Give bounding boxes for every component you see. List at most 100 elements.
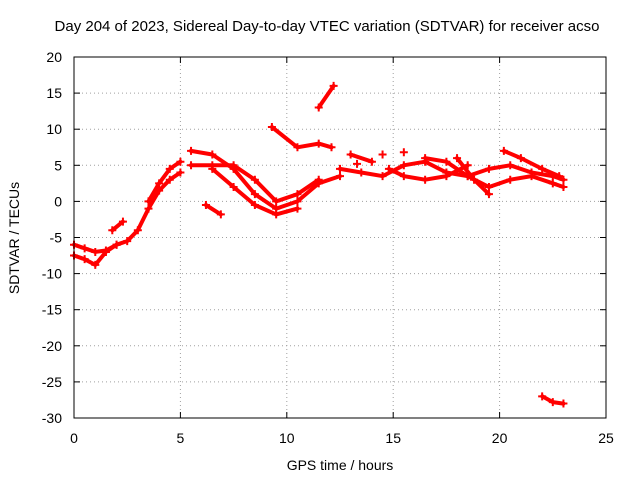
data-point <box>133 226 142 235</box>
series-mid-5 <box>314 81 338 112</box>
data-point <box>384 164 393 173</box>
data-point <box>378 150 387 159</box>
data-point <box>357 168 366 177</box>
data-point <box>506 161 515 170</box>
series-mid-4 <box>267 123 336 152</box>
y-tick-label: -20 <box>42 338 62 354</box>
series-early-3 <box>144 157 185 206</box>
x-tick-label: 5 <box>177 430 185 446</box>
series-mid-3 <box>208 164 302 219</box>
series-short-2 <box>201 201 225 219</box>
data-point <box>538 164 547 173</box>
data-point <box>442 157 451 166</box>
data-point <box>187 161 196 170</box>
data-point <box>293 190 302 199</box>
data-point <box>176 157 185 166</box>
y-tick-label: -10 <box>42 266 62 282</box>
data-point <box>516 154 525 163</box>
data-point <box>442 172 451 181</box>
data-point <box>144 204 153 213</box>
data-point <box>559 182 568 191</box>
series-late-2 <box>346 150 376 166</box>
data-point <box>470 175 479 184</box>
grid <box>74 57 606 418</box>
data-point <box>329 81 338 90</box>
data-point <box>353 159 362 168</box>
data-point <box>559 175 568 184</box>
data-point <box>112 240 121 249</box>
series-late-5 <box>453 154 493 199</box>
data-point <box>421 154 430 163</box>
y-tick-label: -15 <box>42 302 62 318</box>
data-point <box>548 179 557 188</box>
y-axis-label: SDTVAR / TECUs <box>6 182 22 294</box>
data-point <box>399 148 408 157</box>
isolated-points <box>353 148 408 168</box>
data-point <box>293 204 302 213</box>
series-trace <box>269 125 334 150</box>
series-outlier-low <box>538 392 568 408</box>
x-tick-label: 25 <box>598 430 614 446</box>
data-point <box>346 150 355 159</box>
series-trace <box>146 159 183 204</box>
series-early-2 <box>70 240 121 256</box>
data-point <box>250 175 259 184</box>
data-point <box>399 172 408 181</box>
data-point <box>555 172 564 181</box>
data-point <box>187 146 196 155</box>
data-point <box>293 143 302 152</box>
data-point <box>293 197 302 206</box>
data-point <box>108 226 117 235</box>
data-point <box>421 175 430 184</box>
y-tick-label: -25 <box>42 374 62 390</box>
data-point <box>165 164 174 173</box>
data-point <box>216 210 225 219</box>
x-tick-label: 0 <box>70 430 78 446</box>
data-point <box>327 143 336 152</box>
y-tick-label: 0 <box>54 193 62 209</box>
data-point <box>314 139 323 148</box>
data-point <box>559 399 568 408</box>
data-point <box>336 164 344 173</box>
data-point <box>506 175 515 184</box>
series-late-1 <box>336 157 568 184</box>
data-point <box>155 179 164 188</box>
data-point <box>91 260 100 269</box>
data-point <box>314 103 323 112</box>
y-tick-label: 5 <box>54 157 62 173</box>
series-trace <box>501 148 562 179</box>
data-points <box>70 81 568 408</box>
data-point <box>399 161 408 170</box>
data-point <box>208 164 217 173</box>
y-tick-label: 15 <box>46 85 62 101</box>
y-tick-label: -30 <box>42 410 62 426</box>
x-tick-label: 15 <box>385 430 401 446</box>
series-trace <box>203 203 223 217</box>
data-point <box>336 172 344 181</box>
series-trace <box>348 152 374 164</box>
series-early-1 <box>70 168 185 269</box>
data-point <box>484 182 493 191</box>
data-point <box>314 175 323 184</box>
data-point <box>272 197 281 206</box>
data-point <box>378 172 387 181</box>
data-point <box>101 246 110 255</box>
data-point <box>229 182 238 191</box>
series-trace <box>189 148 342 211</box>
data-point <box>272 210 281 219</box>
series-trace <box>423 156 566 189</box>
data-point <box>367 157 376 166</box>
data-point <box>201 201 210 210</box>
data-point <box>484 190 493 199</box>
series-late-4 <box>421 154 568 191</box>
data-point <box>80 244 89 253</box>
x-tick-label: 20 <box>492 430 508 446</box>
data-point <box>165 175 174 184</box>
data-point <box>527 172 536 181</box>
data-point <box>176 168 185 177</box>
data-point <box>250 190 259 199</box>
y-tick-label: 20 <box>46 49 62 65</box>
series-trace <box>110 219 125 233</box>
data-point <box>229 161 238 170</box>
